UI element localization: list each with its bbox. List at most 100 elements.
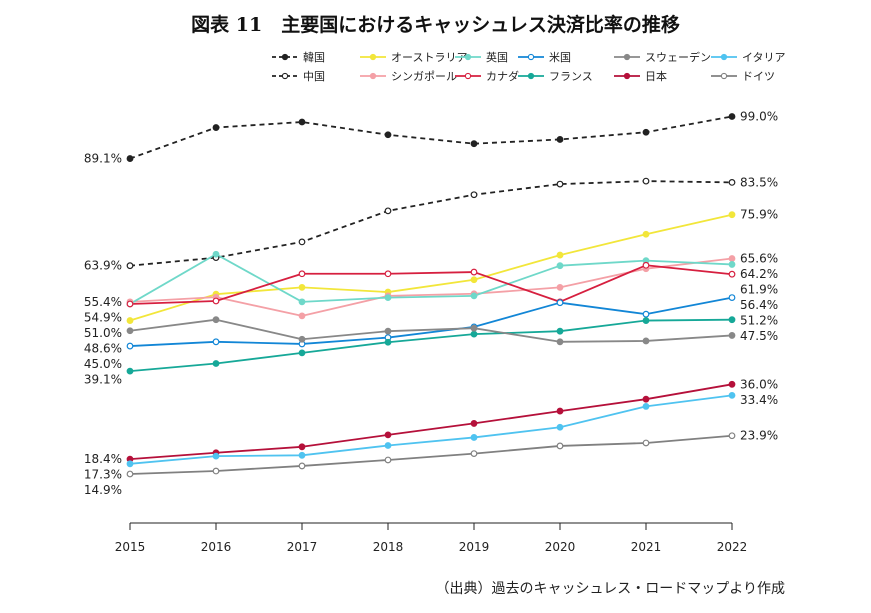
data-point — [470, 434, 478, 441]
legend-swatch-marker — [720, 53, 728, 61]
x-tick-label: 2015 — [115, 540, 146, 554]
data-point — [728, 211, 736, 219]
start-value-label: 39.1% — [84, 372, 122, 386]
legend-item: 韓国 — [272, 51, 325, 64]
end-value-label: 99.0% — [740, 110, 778, 124]
data-point — [384, 294, 392, 301]
legend-label: シンガポール — [391, 70, 457, 83]
data-point — [728, 294, 736, 301]
data-point — [642, 177, 650, 185]
data-point — [556, 262, 564, 270]
data-point — [126, 342, 134, 350]
legend-item: スウェーデン — [614, 50, 711, 64]
legend-label: 中国 — [303, 70, 325, 83]
data-point — [298, 451, 306, 459]
start-value-label: 54.9% — [84, 310, 122, 324]
data-point — [642, 337, 650, 345]
end-value-label: 47.5% — [740, 329, 778, 343]
data-point — [212, 297, 220, 305]
legend-swatch-marker — [623, 53, 631, 61]
data-point — [556, 299, 564, 307]
data-point — [642, 310, 650, 318]
data-point — [642, 261, 650, 269]
legend-swatch-marker — [369, 53, 377, 61]
data-point — [728, 380, 736, 388]
data-point — [384, 338, 392, 346]
data-point — [470, 450, 478, 457]
start-value-label: 55.4% — [84, 295, 122, 309]
series-line — [129, 318, 733, 373]
data-point — [728, 261, 736, 268]
start-value-label: 17.3% — [84, 468, 122, 482]
data-point — [642, 230, 650, 238]
legend-label: 韓国 — [303, 51, 325, 64]
start-value-label: 45.0% — [84, 357, 122, 371]
legend-item: 日本 — [614, 69, 667, 83]
data-point — [126, 300, 134, 308]
data-point — [470, 292, 478, 300]
data-point — [384, 207, 392, 215]
data-point — [642, 128, 650, 136]
legend-item: シンガポール — [360, 70, 457, 83]
data-point — [470, 420, 478, 427]
start-value-label: 89.1% — [84, 152, 122, 166]
end-value-label: 56.4% — [740, 298, 778, 312]
data-point — [642, 395, 650, 403]
legend-item: イタリア — [711, 51, 786, 64]
end-value-label: 36.0% — [740, 377, 778, 391]
data-point — [384, 442, 392, 449]
legend-swatch-marker — [369, 72, 377, 80]
legend-label: スウェーデン — [645, 50, 711, 64]
data-point — [298, 462, 306, 470]
data-point — [728, 332, 736, 339]
data-point — [556, 136, 564, 143]
data-point — [298, 270, 306, 278]
series-line — [129, 434, 733, 475]
series-line — [129, 115, 733, 160]
legend-swatch-marker — [281, 53, 289, 61]
end-value-label: 83.5% — [740, 175, 778, 189]
data-point — [556, 423, 564, 431]
end-value-label: 61.9% — [740, 282, 778, 296]
series-line — [129, 180, 733, 267]
data-point — [126, 327, 134, 335]
data-point — [298, 443, 306, 451]
legend-item: ドイツ — [711, 70, 775, 83]
data-point — [384, 431, 392, 439]
data-point — [212, 467, 220, 475]
data-point — [556, 327, 564, 335]
data-point — [556, 338, 564, 346]
x-tick-label: 2019 — [459, 540, 490, 554]
end-value-label: 23.9% — [740, 429, 778, 443]
data-point — [728, 178, 736, 186]
data-point — [470, 324, 478, 332]
data-point — [470, 191, 478, 199]
data-point — [728, 270, 736, 278]
legend-label: オーストラリア — [391, 51, 467, 64]
x-tick-label: 2016 — [201, 540, 232, 554]
data-point — [298, 298, 306, 306]
end-value-label: 64.2% — [740, 267, 778, 281]
data-point — [642, 403, 650, 410]
series-line — [129, 264, 733, 305]
chart-title: 図表 11 主要国におけるキャッシュレス決済比率の推移 — [191, 14, 680, 36]
legend-item: オーストラリア — [360, 51, 467, 64]
legend-label: イタリア — [742, 51, 786, 64]
x-tick-label: 2022 — [717, 540, 748, 554]
end-value-label: 51.2% — [740, 313, 778, 327]
data-point — [728, 391, 736, 399]
data-point — [728, 432, 736, 440]
legend-swatch-marker — [527, 53, 535, 61]
legend-label: 日本 — [645, 69, 667, 83]
data-point — [298, 118, 306, 126]
end-value-label: 75.9% — [740, 208, 778, 222]
data-point — [126, 460, 134, 468]
data-point — [212, 250, 220, 258]
data-point — [298, 335, 306, 343]
legend-label: 米国 — [549, 51, 571, 64]
start-value-label: 14.9% — [84, 483, 122, 497]
data-point — [470, 268, 478, 276]
data-point — [470, 140, 478, 148]
data-point — [298, 312, 306, 320]
series-line — [129, 213, 733, 322]
